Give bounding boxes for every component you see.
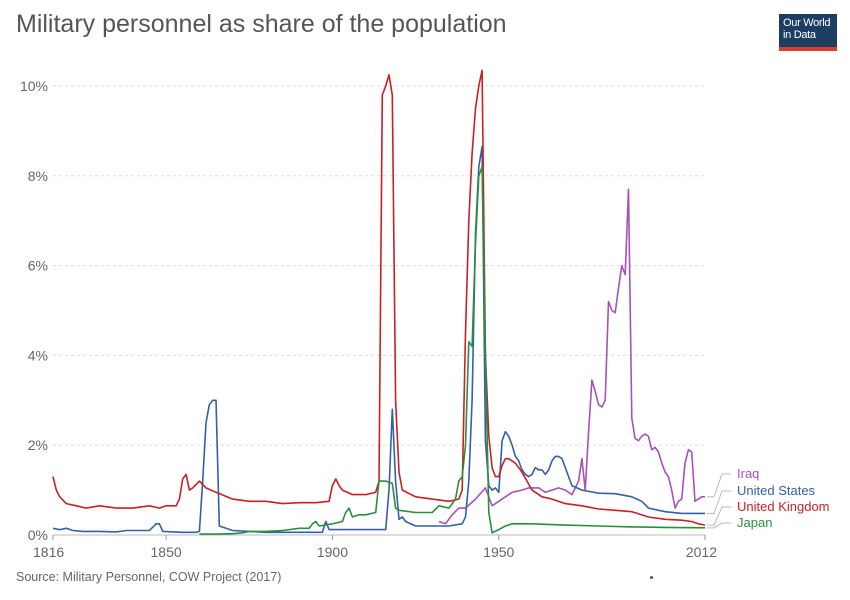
x-tick-label: 1950 (483, 544, 514, 560)
source-note: Source: Military Personnel, COW Project … (16, 570, 282, 584)
y-tick-label: 4% (28, 347, 48, 363)
decorative-dot (650, 576, 653, 579)
series-line-japan[interactable] (199, 166, 706, 535)
series-line-iraq[interactable] (438, 188, 705, 525)
legend-label-iraq[interactable]: Iraq (737, 466, 759, 481)
legend-connector (707, 490, 731, 514)
y-tick-label: 2% (28, 437, 48, 453)
x-tick-label: 1816 (33, 544, 64, 560)
logo-line-2: in Data (783, 29, 816, 41)
series-line-united-states[interactable] (52, 145, 705, 534)
legend-label-japan[interactable]: Japan (737, 515, 772, 530)
legend-connector (707, 473, 731, 498)
x-tick-label: 2012 (686, 544, 717, 560)
series-line-united-kingdom[interactable] (52, 69, 706, 526)
legend-label-united-kingdom[interactable]: United Kingdom (737, 499, 830, 514)
x-tick-label: 1900 (317, 544, 348, 560)
x-tick-label: 1850 (151, 544, 182, 560)
y-tick-label: 6% (28, 258, 48, 274)
legend-label-united-states[interactable]: United States (737, 483, 816, 498)
y-tick-label: 8% (28, 168, 48, 184)
series-lines (52, 69, 706, 535)
legend-connector (707, 506, 731, 526)
x-axis-ticks: 1816 1850 1900 1950 2012 (33, 535, 717, 560)
chart-title: Military personnel as share of the popul… (16, 10, 507, 38)
legend-connector (707, 522, 731, 529)
y-tick-label: 0% (28, 527, 48, 543)
y-axis-ticks: 0% 2% 4% 6% 8% 10% (20, 78, 48, 543)
logo-line-1: Our World (783, 17, 831, 29)
owid-logo[interactable]: Our World in Data (779, 14, 837, 51)
y-tick-label: 10% (20, 78, 48, 94)
